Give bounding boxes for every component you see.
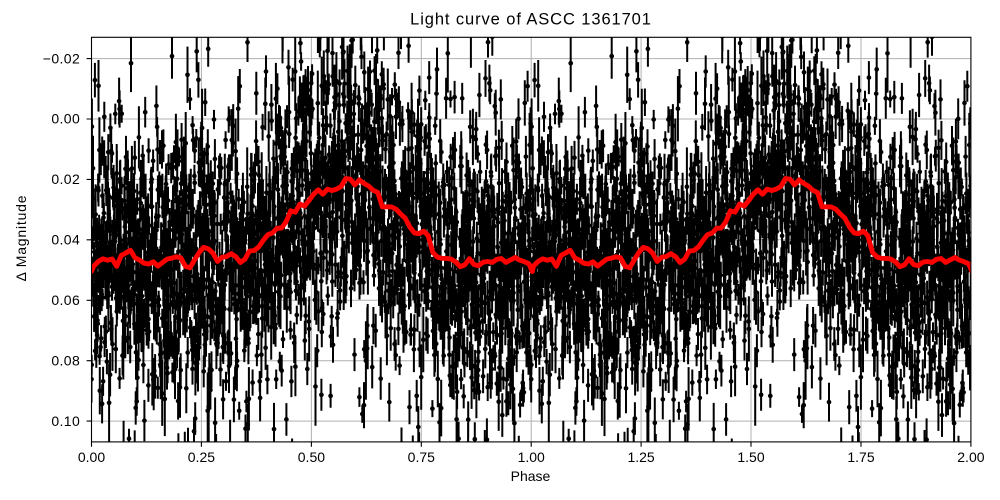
svg-text:0.25: 0.25 <box>188 449 215 465</box>
svg-text:0.04: 0.04 <box>51 232 80 248</box>
svg-text:2.00: 2.00 <box>957 449 984 465</box>
svg-text:0.00: 0.00 <box>51 111 80 127</box>
svg-text:0.50: 0.50 <box>298 449 325 465</box>
svg-text:−0.02: −0.02 <box>43 50 80 66</box>
svg-text:0.75: 0.75 <box>408 449 435 465</box>
svg-text:Light curve of ASCC 1361701: Light curve of ASCC 1361701 <box>410 11 652 29</box>
svg-text:1.25: 1.25 <box>627 449 654 465</box>
svg-text:0.06: 0.06 <box>51 292 80 308</box>
svg-text:0.00: 0.00 <box>78 449 105 465</box>
svg-text:1.00: 1.00 <box>518 449 545 465</box>
svg-text:1.75: 1.75 <box>847 449 874 465</box>
svg-text:1.50: 1.50 <box>737 449 764 465</box>
svg-text:Δ Magnitude: Δ Magnitude <box>13 195 29 282</box>
svg-text:0.02: 0.02 <box>51 171 80 187</box>
svg-text:0.08: 0.08 <box>51 352 80 368</box>
svg-text:Phase: Phase <box>511 468 551 484</box>
svg-text:0.10: 0.10 <box>51 413 80 429</box>
